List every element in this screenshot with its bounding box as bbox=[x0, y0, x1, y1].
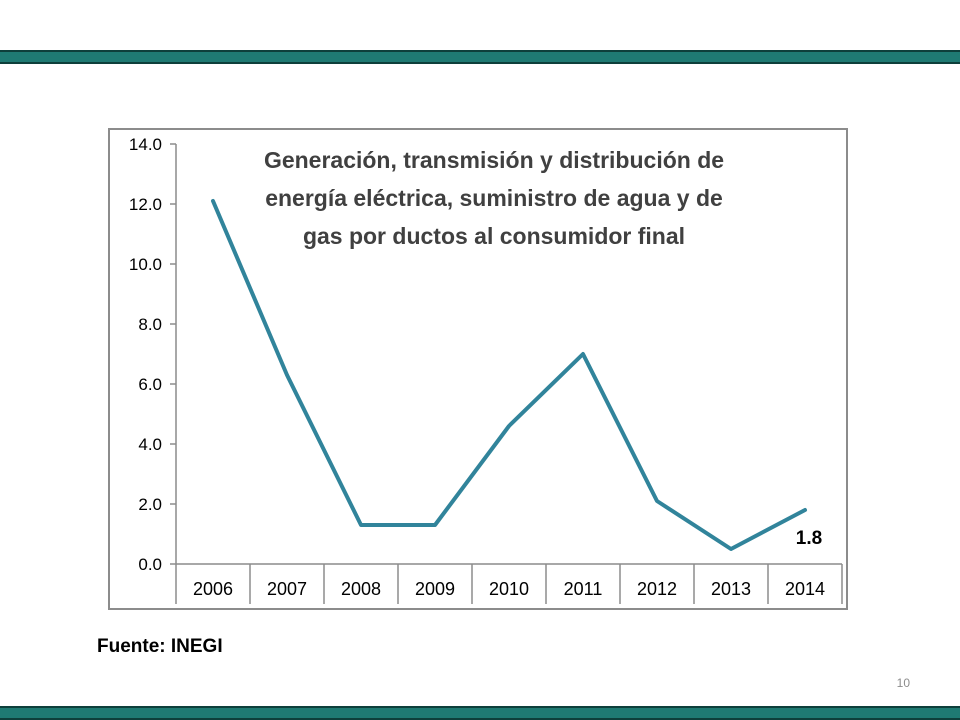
y-tick-label: 10.0 bbox=[129, 255, 162, 274]
y-tick-label: 4.0 bbox=[138, 435, 162, 454]
x-tick-label: 2014 bbox=[785, 579, 825, 599]
chart-frame: Generación, transmisión y distribución d… bbox=[108, 128, 848, 610]
line-chart: Generación, transmisión y distribución d… bbox=[129, 135, 843, 604]
x-tick-label: 2012 bbox=[637, 579, 677, 599]
y-tick-label: 14.0 bbox=[129, 135, 162, 154]
top-accent-band bbox=[0, 50, 960, 64]
chart-title: Generación, transmisión y distribución d… bbox=[264, 147, 724, 249]
x-tick-label: 2013 bbox=[711, 579, 751, 599]
x-tick-label: 2010 bbox=[489, 579, 529, 599]
data-label: 1.8 bbox=[796, 528, 822, 549]
x-tick-label: 2011 bbox=[564, 579, 603, 599]
x-tick-label: 2009 bbox=[415, 579, 455, 599]
chart-title-line-3: gas por ductos al consumidor final bbox=[303, 223, 685, 249]
x-tick-label: 2007 bbox=[267, 579, 307, 599]
chart-title-line-2: energía eléctrica, suministro de agua y … bbox=[265, 185, 723, 211]
chart-title-line-1: Generación, transmisión y distribución d… bbox=[264, 147, 724, 173]
x-tick-label: 2008 bbox=[341, 579, 381, 599]
series-line bbox=[211, 199, 807, 551]
x-tick-label: 2006 bbox=[193, 579, 233, 599]
y-tick-label: 12.0 bbox=[129, 195, 162, 214]
y-tick-label: 2.0 bbox=[138, 495, 162, 514]
y-tick-label: 8.0 bbox=[138, 315, 162, 334]
y-tick-label: 6.0 bbox=[138, 375, 162, 394]
source-label: Fuente: INEGI bbox=[97, 636, 223, 657]
y-tick-label: 0.0 bbox=[138, 555, 162, 574]
slide-number: 10 bbox=[896, 676, 910, 690]
bottom-accent-band bbox=[0, 706, 960, 720]
